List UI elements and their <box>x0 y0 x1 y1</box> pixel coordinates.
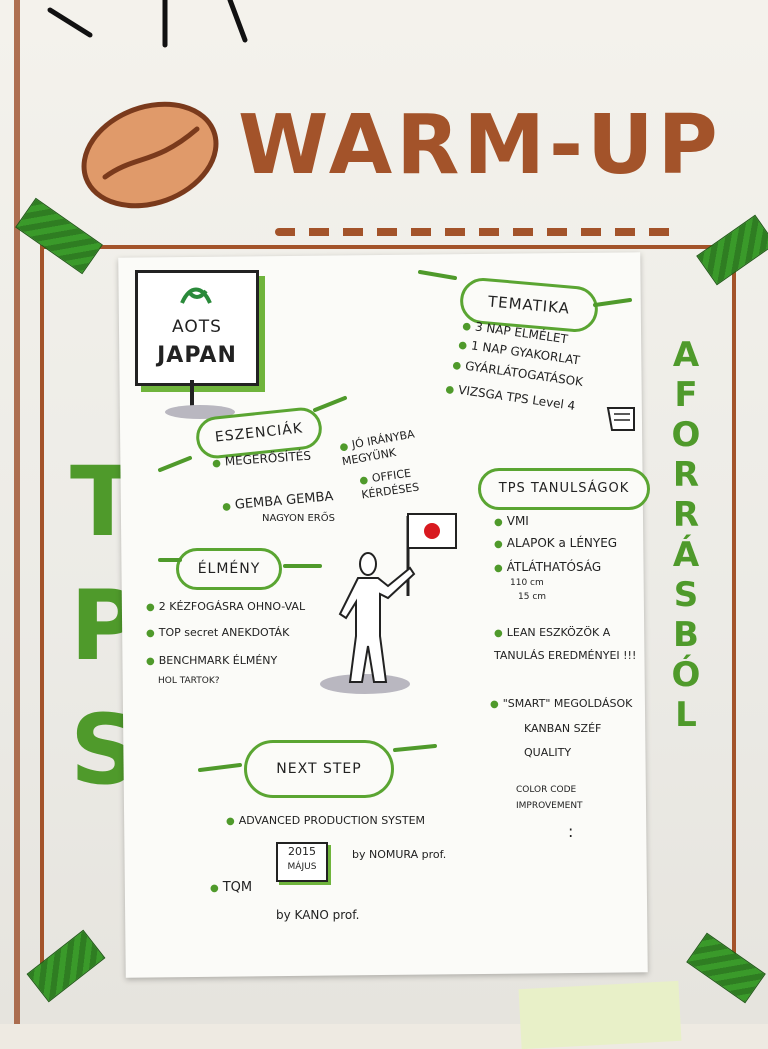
tps-tanulsagok-label: TPS TANULSÁGOK <box>498 481 630 496</box>
elmeny-item-1: 2 KÉZFOGÁSRA OHNO-VAL <box>146 600 305 613</box>
scroll-icon <box>606 407 635 431</box>
elmeny-label: ÉLMÉNY <box>197 561 261 577</box>
tanulsag-item-6: LEAN ESZKÖZÖK A TANULÁS EREDMÉNYEI !!! <box>494 622 644 667</box>
eszenciak-item-3: NAGYON ERŐS <box>262 513 335 524</box>
elmeny-item-3: BENCHMARK ÉLMÉNY <box>146 654 278 667</box>
paper-corner-bottom <box>518 980 682 1049</box>
tanulsag-item-8: KANBAN SZÉF <box>524 722 602 735</box>
coffee-bean-icon <box>81 101 219 209</box>
tanulsag-item-3: ÁTLÁTHATÓSÁG <box>494 560 601 574</box>
tanulsag-item-4: 110 cm <box>510 578 544 588</box>
elmeny-cloud: ÉLMÉNY <box>176 548 282 590</box>
tanulsag-item-10: COLOR CODE IMPROVEMENT <box>516 785 583 811</box>
aots-sign-line2: JAPAN <box>157 343 237 368</box>
next-step-cloud: NEXT STEP <box>244 740 394 798</box>
aots-sign: AOTS JAPAN <box>135 270 259 386</box>
calendar-month: MÁJUS <box>287 862 317 872</box>
tps-tanulsagok-cloud: TPS TANULSÁGOK <box>478 468 650 510</box>
title-underline <box>275 228 675 236</box>
next-step-item-3: TQM <box>210 880 252 895</box>
calendar-icon: 2015 MÁJUS <box>276 842 328 882</box>
poster-frame-top <box>40 245 736 249</box>
poster-frame-left <box>40 245 44 985</box>
elmeny-item-4: HOL TARTOK? <box>158 676 220 686</box>
calendar-year: 2015 <box>288 845 316 858</box>
next-step-item-4: by KANO prof. <box>276 908 360 922</box>
person-with-flag-icon <box>320 513 457 694</box>
aots-logo-icon <box>180 287 212 304</box>
poster-frame-right <box>732 245 736 985</box>
tanulsag-item-5: 15 cm <box>518 592 547 602</box>
elmeny-item-2: TOP secret ANEKDOTÁK <box>146 626 290 639</box>
next-step-item-1: ADVANCED PRODUCTION SYSTEM <box>226 814 425 827</box>
sign-post <box>190 380 194 412</box>
tanulsag-item-11: : <box>568 822 574 841</box>
page-title: WARM-UP <box>238 98 722 193</box>
forrasbol-vertical-label: A FORRÁSBÓL <box>671 335 701 735</box>
sun-rays-icon <box>47 0 248 48</box>
next-step-item-2: by NOMURA prof. <box>352 848 447 861</box>
aots-sign-line1: AOTS <box>172 317 222 337</box>
next-step-label: NEXT STEP <box>276 761 362 777</box>
decorative-strokes-icon <box>158 270 632 772</box>
tanulsag-item-2: ALAPOK a LÉNYEG <box>494 536 617 550</box>
tanulsag-item-1: VMI <box>494 514 529 528</box>
tanulsag-item-9: QUALITY <box>524 746 572 759</box>
poster-border-left <box>14 0 20 1024</box>
tanulsag-item-7: "SMART" MEGOLDÁSOK <box>490 697 633 710</box>
